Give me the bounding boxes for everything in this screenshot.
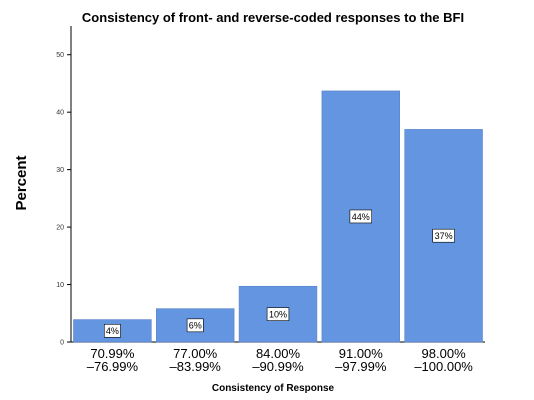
x-tick-label: 98.00% (422, 346, 467, 361)
x-tick-labels: 70.99%–76.99% 77.00%–83.99% 84.00%–90.99% 9… (87, 346, 474, 374)
data-label: 6% (186, 318, 204, 333)
data-label-text: 44% (352, 212, 370, 222)
y-tick-label: 30 (56, 167, 64, 174)
data-label: 10% (266, 307, 290, 321)
data-labels: 4% 6% 10% 44% 37% (104, 209, 455, 338)
y-tick-label: 10 (56, 282, 64, 289)
x-axis-label: Consistency of Response (212, 383, 335, 394)
x-tick-label: 70.99% (90, 346, 135, 361)
x-tick-label: –97.99% (335, 359, 387, 374)
x-tick-label: –90.99% (252, 359, 304, 374)
x-tick-label: –83.99% (170, 359, 222, 374)
data-label-text: 10% (269, 309, 287, 319)
y-axis-label: Percent (13, 155, 30, 210)
data-label: 37% (432, 228, 455, 243)
x-tick-label: –76.99% (87, 359, 139, 374)
data-label-text: 4% (106, 326, 119, 336)
data-label-box (186, 318, 204, 333)
data-label: 4% (104, 323, 121, 338)
y-tick-label: 0 (60, 340, 64, 347)
bars (73, 90, 483, 343)
data-label-box (432, 228, 455, 243)
y-tick-label: 20 (56, 225, 64, 232)
y-tick-label: 40 (56, 110, 64, 117)
data-label-box (104, 323, 121, 338)
data-label-box (349, 209, 372, 224)
x-tick-label: 84.00% (256, 346, 301, 361)
data-label: 44% (349, 209, 372, 224)
data-label-text: 6% (189, 321, 202, 331)
data-label-text: 37% (435, 231, 453, 241)
x-tick-label: 91.00% (339, 346, 384, 361)
x-tick-label: –100.00% (414, 359, 473, 374)
chart-title: Consistency of front- and reverse-coded … (82, 10, 464, 25)
x-tick-label: 77.00% (173, 346, 218, 361)
data-label-box (266, 307, 290, 321)
y-tick-label: 50 (56, 52, 64, 59)
